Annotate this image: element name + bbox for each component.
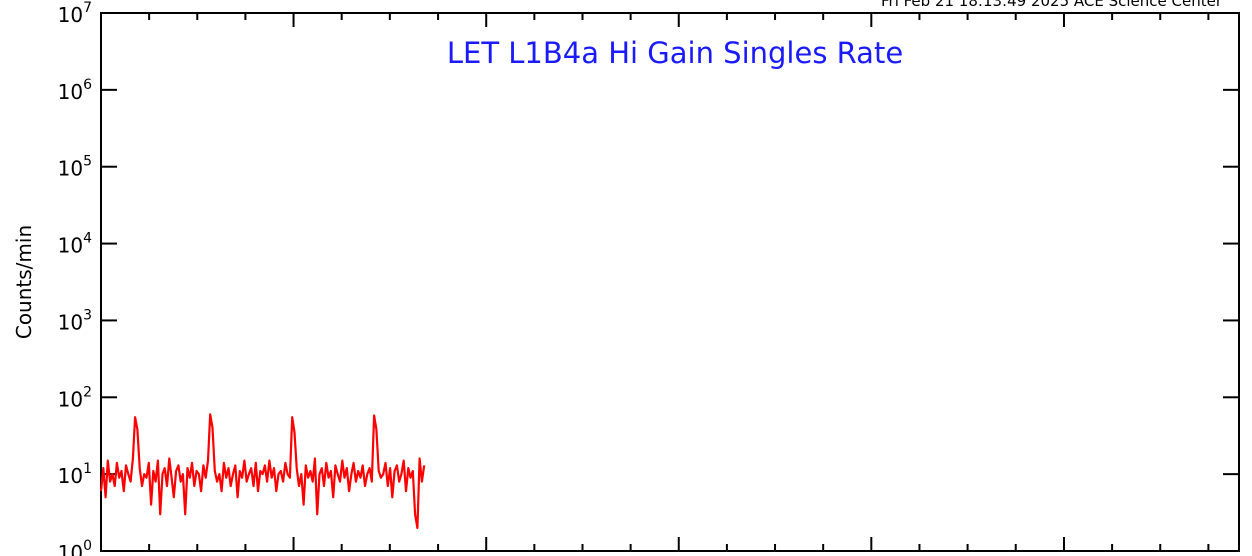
y-tick-base: 10 [58, 387, 83, 411]
y-tick-exp: 6 [83, 77, 92, 93]
y-tick-base: 10 [58, 310, 83, 334]
y-tick-base: 10 [58, 157, 83, 181]
y-tick-label: 101 [58, 461, 92, 488]
timestamp: Fri Feb 21 18:13:49 2025 ACE Science Cen… [881, 0, 1223, 10]
y-tick-label: 104 [58, 231, 92, 258]
plot-frame [100, 12, 1240, 552]
y-tick-base: 10 [58, 80, 83, 104]
y-tick-exp: 7 [83, 0, 92, 16]
y-tick-base: 10 [58, 3, 83, 27]
y-tick-exp: 2 [83, 384, 92, 400]
y-axis-label: Counts/min [12, 225, 36, 339]
y-tick-base: 10 [58, 234, 83, 258]
y-tick-exp: 0 [83, 538, 92, 554]
y-tick-label: 107 [58, 0, 92, 27]
y-tick-base: 10 [58, 541, 83, 556]
y-tick-label: 100 [58, 538, 92, 556]
y-tick-base: 10 [58, 464, 83, 488]
y-tick-label: 102 [58, 384, 92, 411]
y-tick-exp: 3 [83, 307, 92, 323]
y-tick-label: 105 [58, 154, 92, 181]
y-tick-label: 106 [58, 77, 92, 104]
y-tick-exp: 5 [83, 154, 92, 170]
series-line [99, 413, 426, 530]
y-tick-exp: 1 [83, 461, 92, 477]
chart-title: LET L1B4a Hi Gain Singles Rate [447, 36, 903, 70]
y-tick-exp: 4 [83, 231, 92, 247]
x-axis-ticks [148, 13, 1210, 551]
y-tick-label: 103 [58, 307, 92, 334]
